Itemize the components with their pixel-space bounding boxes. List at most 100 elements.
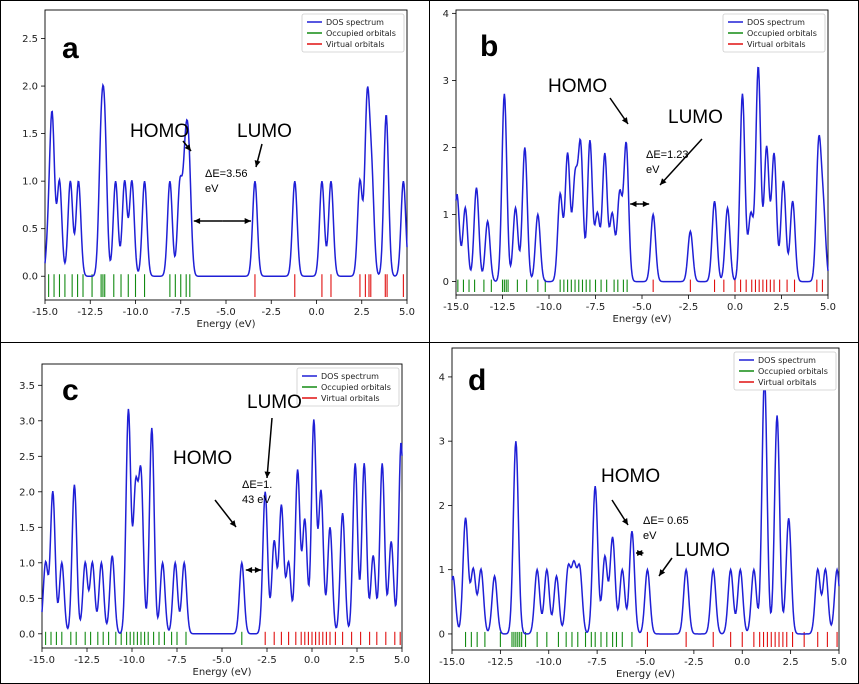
y-tick-label: 1 xyxy=(439,565,445,576)
legend-label: DOS spectrum xyxy=(758,356,816,365)
x-tick-label: -2.5 xyxy=(684,657,704,668)
y-tick-label: 1.5 xyxy=(19,523,35,534)
y-tick-label: 1.0 xyxy=(22,177,38,188)
x-tick-label: 5.0 xyxy=(820,302,836,313)
panel-letter-b: b xyxy=(480,30,498,63)
x-tick-label: -15.0 xyxy=(32,307,58,318)
x-tick-label: -15.0 xyxy=(443,302,469,313)
x-tick-label: -2.5 xyxy=(257,655,277,666)
gap-label-line2: 43 eV xyxy=(242,494,271,506)
x-tick-label: 0.0 xyxy=(309,307,325,318)
homo-label: HOMO xyxy=(173,448,232,469)
x-tick-label: -12.5 xyxy=(490,302,516,313)
legend-label: DOS spectrum xyxy=(747,18,805,27)
lumo-label: LUMO xyxy=(247,392,302,413)
legend-box xyxy=(301,13,405,53)
y-tick-label: 4 xyxy=(439,372,445,383)
lumo-arrow-head xyxy=(659,569,666,576)
x-tick-label: -5.0 xyxy=(212,655,232,666)
x-axis-label: Energy (eV) xyxy=(616,669,675,680)
y-tick-label: 0.0 xyxy=(19,629,35,640)
y-tick-label: 2.5 xyxy=(22,34,38,45)
lumo-arrow-head xyxy=(660,178,667,185)
homo-arrow-head xyxy=(622,518,628,525)
dos-spectrum-line xyxy=(41,408,403,635)
x-tick-label: -12.5 xyxy=(77,307,103,318)
legend-label: Virtual orbitals xyxy=(321,394,380,403)
x-tick-label: 0.0 xyxy=(304,655,320,666)
x-tick-label: -5.0 xyxy=(632,302,652,313)
y-tick-label: 1 xyxy=(443,210,449,221)
homo-label: HOMO xyxy=(548,76,607,97)
lumo-label: LUMO xyxy=(675,540,730,561)
lumo-arrow xyxy=(659,138,703,186)
y-tick-label: 2.0 xyxy=(19,487,35,498)
homo-label: HOMO xyxy=(601,466,660,487)
y-tick-label: 0 xyxy=(443,277,449,288)
y-tick-label: 2.5 xyxy=(19,452,35,463)
homo-arrow-head xyxy=(184,144,191,151)
x-tick-label: -10.0 xyxy=(119,655,145,666)
y-tick-label: 3.0 xyxy=(19,416,35,427)
x-tick-label: 5.0 xyxy=(394,655,410,666)
legend-label: Occupied orbitals xyxy=(321,383,391,392)
legend-box xyxy=(296,367,400,407)
y-tick-label: 1.0 xyxy=(19,558,35,569)
gap-label-line1: ΔE=1.23 xyxy=(646,149,689,161)
x-tick-label: -5.0 xyxy=(636,657,656,668)
x-tick-label: -12.5 xyxy=(487,657,513,668)
gap-label-line2: eV xyxy=(643,530,657,542)
homo-label: HOMO xyxy=(130,121,189,142)
chart-b: -15.0 -12.5 -10.0 -7.5 -5.0 -2.5 0.0 2.5 5.0 0 1 2 3… xyxy=(443,9,836,325)
x-tick-label: -7.5 xyxy=(171,307,191,318)
x-tick-label: -7.5 xyxy=(586,302,606,313)
y-tick-label: 4 xyxy=(443,9,449,20)
gap-arrow-right-head xyxy=(637,549,644,557)
gap-label-line1: ΔE= 0.65 xyxy=(643,515,689,527)
panel-letter-c: c xyxy=(62,374,79,407)
chart-a: -15.0 -12.5 -10.0 -7.5 -5.0 -2.5 0.0 2.5 5.0 0.0 0… xyxy=(22,9,415,330)
x-tick-label: -15.0 xyxy=(29,655,55,666)
x-axis-label: Energy (eV) xyxy=(613,314,672,325)
legend-label: Occupied orbitals xyxy=(747,29,817,38)
x-tick-label: 2.5 xyxy=(354,307,370,318)
y-tick-label: 0.5 xyxy=(19,594,35,605)
x-axis-label: Energy (eV) xyxy=(193,667,252,678)
x-tick-label: -10.0 xyxy=(536,657,562,668)
gap-label-line1: ΔE=3.56 xyxy=(205,168,248,180)
lumo-arrow xyxy=(266,417,273,479)
plot-area-d xyxy=(451,347,840,651)
x-tick-label: -2.5 xyxy=(261,307,281,318)
legend-box xyxy=(733,351,837,391)
gap-arrow-left-head xyxy=(630,200,637,208)
homo-arrow-head xyxy=(229,520,236,527)
gap-arrow-right-head xyxy=(254,566,262,574)
lumo-label: LUMO xyxy=(237,121,292,142)
gap-arrow-left-head xyxy=(245,566,253,574)
y-tick-label: 1.5 xyxy=(22,129,38,140)
y-tick-label: 3 xyxy=(439,437,445,448)
x-tick-label: -10.0 xyxy=(536,302,562,313)
legend-label: Virtual orbitals xyxy=(747,40,806,49)
legend-label: Virtual orbitals xyxy=(326,40,385,49)
chart-d: -15.0 -12.5 -10.0 -7.5 -5.0 -2.5 0.0 2.5 5.0 0 1 2 3… xyxy=(439,347,847,680)
x-tick-label: 2.5 xyxy=(783,657,799,668)
x-tick-label: -12.5 xyxy=(74,655,100,666)
x-axis-label: Energy (eV) xyxy=(197,319,256,330)
legend-box xyxy=(722,13,826,53)
x-tick-label: 0.0 xyxy=(727,302,743,313)
gap-label-line2: eV xyxy=(205,183,219,195)
x-tick-label: 0.0 xyxy=(734,657,750,668)
x-tick-label: -7.5 xyxy=(167,655,187,666)
gap-arrow-left-head xyxy=(193,217,201,225)
x-tick-label: 5.0 xyxy=(831,657,847,668)
dos-spectrum-line xyxy=(44,82,408,277)
y-tick-label: 2 xyxy=(443,143,449,154)
legend-label: Virtual orbitals xyxy=(758,378,817,387)
y-tick-label: 2 xyxy=(439,501,445,512)
y-tick-label: 3 xyxy=(443,76,449,87)
dos-spectrum-line xyxy=(455,66,829,283)
y-tick-label: 3.5 xyxy=(19,381,35,392)
x-tick-label: -10.0 xyxy=(123,307,149,318)
